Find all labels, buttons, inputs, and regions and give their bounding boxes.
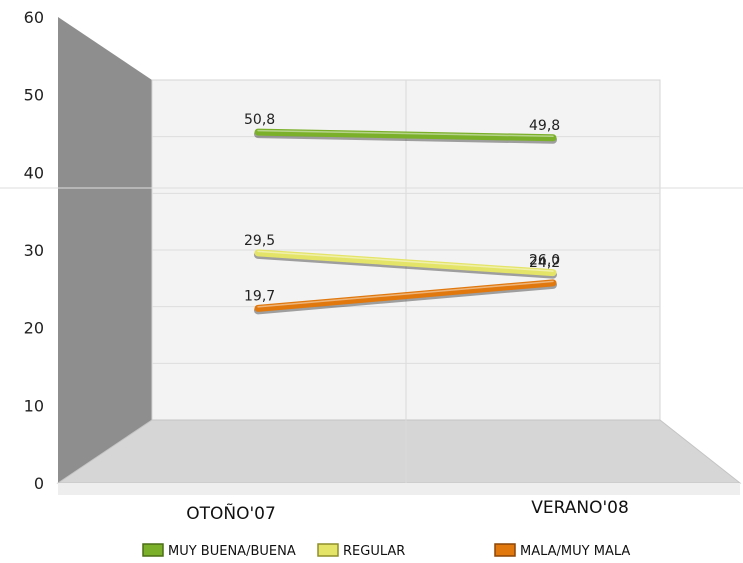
y-tick-label: 0 — [34, 474, 44, 493]
data-label: 24,2 — [529, 255, 560, 271]
y-tick-label: 20 — [24, 319, 44, 338]
y-tick-label: 10 — [24, 396, 44, 415]
category-label-verano08: VERANO'08 — [531, 498, 629, 518]
y-tick-label: 30 — [24, 241, 44, 260]
data-labels: 50,8 49,8 29,5 26,0 19,7 24,2 — [244, 112, 560, 304]
category-label-otono07: OTOÑO'07 — [186, 502, 276, 524]
series-line-highlight — [257, 280, 554, 308]
chart-floor — [56, 419, 742, 484]
series-line-highlight — [257, 129, 554, 138]
data-label: 19,7 — [244, 288, 275, 304]
y-tick-label: 50 — [24, 86, 44, 105]
legend-label-regular: REGULAR — [343, 544, 405, 559]
data-label: 29,5 — [244, 233, 275, 249]
series-line-highlight — [257, 250, 554, 272]
y-axis-ticks: 0 10 20 30 40 50 60 — [24, 8, 44, 493]
legend-swatch-regular — [317, 543, 339, 557]
y-tick-label: 40 — [24, 163, 44, 182]
chart-side-wall — [58, 17, 152, 483]
chart-floor-edge — [58, 483, 740, 495]
y-tick-label: 60 — [24, 8, 44, 27]
series-line-mala-muy-mala — [254, 279, 557, 312]
legend-swatch-mala — [494, 543, 516, 557]
legend: MUY BUENA/BUENA REGULAR MALA/MUY MALA — [142, 543, 630, 559]
data-label: 50,8 — [244, 112, 275, 128]
legend-swatch-muy-buena — [142, 543, 164, 557]
legend-label-mala: MALA/MUY MALA — [520, 544, 630, 559]
series-lines — [254, 128, 557, 315]
data-label: 49,8 — [529, 118, 560, 134]
data-label: 26,0 — [529, 253, 560, 269]
legend-label-muy-buena: MUY BUENA/BUENA — [168, 544, 296, 559]
series-line-regular — [254, 249, 557, 277]
series-line-muy-buena-buena — [254, 128, 557, 142]
